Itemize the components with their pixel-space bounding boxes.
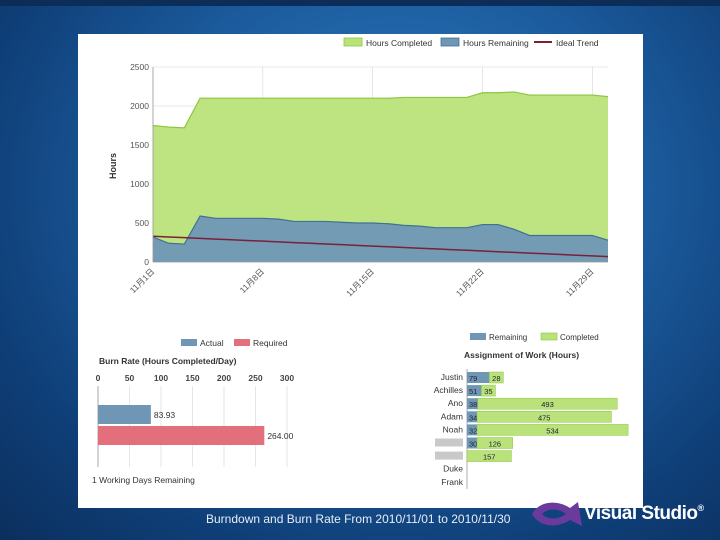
assign-value-remaining: 34 [469,413,477,422]
report-charts: Hours Completed Hours Remaining Ideal Tren… [92,37,629,489]
burnrate-tick-label: 50 [125,373,135,383]
assign-category-label: Noah [443,424,464,434]
assign-category-redacted [435,451,463,460]
legend-label-0: Hours Completed [366,38,432,48]
legend-swatch-1 [440,37,460,47]
y-tick-label: 0 [144,257,149,267]
burnrate-legend-swatch-actual [181,339,197,346]
assign-value-remaining: 51 [469,387,477,396]
slide-caption: Burndown and Burn Rate From 2010/11/01 t… [206,512,511,526]
assign-bar-completed [466,450,512,462]
legend-label-1: Hours Remaining [463,38,529,48]
assign-value-completed: 35 [484,387,492,396]
assign-category-label: Justin [441,372,463,382]
assign-legend-swatch-completed [540,332,558,341]
assign-legend-label-remaining: Remaining [489,333,527,342]
burnrate-bar-required [98,426,265,445]
slide-top-band [0,0,720,6]
burnrate-legend-label-actual: Actual [200,338,224,348]
assign-value-completed: 534 [546,426,559,435]
assign-legend-label-completed: Completed [560,333,599,342]
y-tick-label: 1000 [130,179,149,189]
assign-value-completed: 475 [538,413,551,422]
y-tick-label: 1500 [130,140,149,150]
y-tick-label: 2000 [130,101,149,111]
burnrate-tick-label: 200 [217,373,231,383]
logo-wordmark: Visual Studio [584,503,698,524]
assign-bar-remaining [467,424,477,436]
assign-category-label: Ano [448,398,463,408]
remaining-line [152,215,609,245]
assign-value-completed: 493 [541,400,554,409]
assign-bar-remaining [467,437,477,449]
assign-title: Assignment of Work (Hours) [464,350,579,360]
burnrate-footer: 1 Working Days Remaining [92,475,195,485]
burnrate-tick-label: 150 [185,373,199,383]
burnrate-legend-swatch-required [234,339,250,346]
assign-bar-remaining [467,385,482,397]
assign-category-label: Frank [441,477,463,487]
burnrate-bar-actual [98,405,151,424]
assign-value-remaining: 38 [469,400,477,409]
burnrate-title: Burn Rate (Hours Completed/Day) [99,356,237,366]
burnrate-value-label-required: 264.00 [267,431,293,441]
legend-label-2: Ideal Trend [556,38,599,48]
assign-value-completed: 126 [489,440,502,449]
burnrate-tick-label: 0 [96,373,101,383]
logo-registered-mark: ® [697,503,705,513]
assign-bar-completed [476,411,612,423]
assign-bar-completed [481,384,496,397]
assign-value-completed: 28 [492,374,500,383]
y-tick-label: 500 [135,218,149,228]
assign-bar-remaining [467,398,478,410]
assign-bar-completed [477,397,618,410]
visual-studio-logo-icon [532,502,582,526]
x-tick-label: 11月1日 [128,266,157,295]
assign-value-completed: 157 [483,453,496,462]
assign-category-label: Achilles [434,385,463,395]
assign-bar-completed [476,424,629,436]
assign-legend-swatch-remaining [470,333,486,340]
completed-line [152,91,609,129]
y-axis-label: Hours [108,153,118,179]
burnrate-tick-label: 100 [154,373,168,383]
legend-swatch-0 [343,37,363,47]
assign-category-label: Adam [441,411,463,421]
assign-category-redacted [435,438,463,447]
remaining-area [153,215,608,262]
assign-bar-remaining [467,411,477,423]
burnrate-value-label-actual: 83.93 [154,410,176,420]
report-panel: Hours Completed Hours Remaining Ideal Tren… [78,34,643,508]
assign-value-remaining: 79 [469,374,477,383]
y-tick-label: 2500 [130,62,149,72]
x-tick-label: 11月29日 [564,266,596,298]
x-tick-label: 11月15日 [344,266,376,298]
assign-bar-completed [476,437,513,449]
assign-bar-completed [489,371,504,384]
assign-value-remaining: 30 [469,440,477,449]
assign-value-remaining: 32 [469,426,477,435]
visual-studio-logo-text: Visual Studio® [584,503,704,525]
ideal-trend-line [152,235,609,258]
burnrate-tick-label: 300 [280,373,294,383]
assign-bar-remaining [467,372,490,383]
assign-category-label: Duke [443,464,463,474]
x-tick-label: 11月22日 [454,266,486,298]
burnrate-legend-label-required: Required [253,338,288,348]
x-tick-label: 11月8日 [238,266,267,295]
burnrate-tick-label: 250 [248,373,262,383]
